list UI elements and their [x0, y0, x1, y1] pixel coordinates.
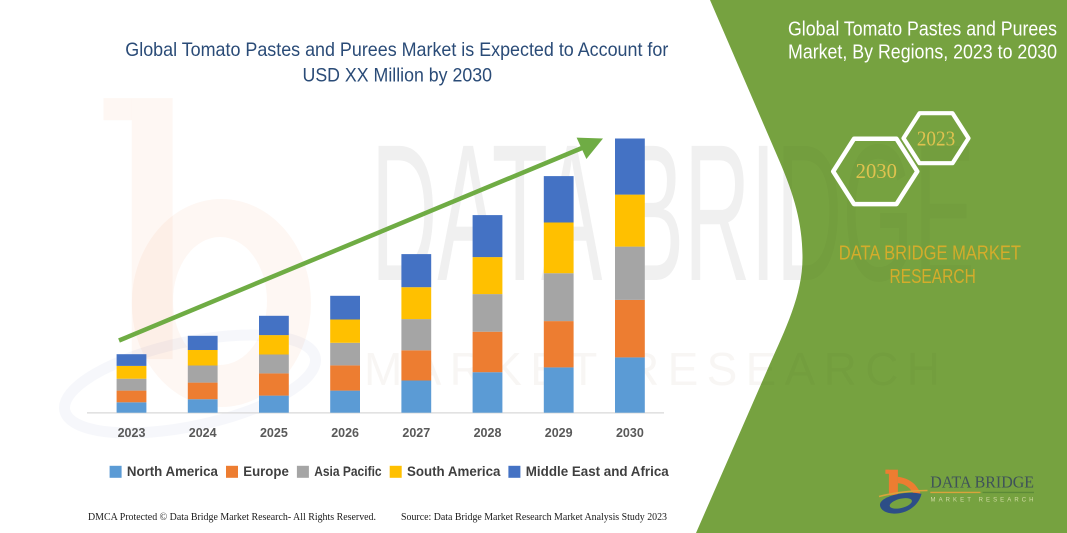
- svg-text:2024: 2024: [189, 426, 217, 440]
- svg-text:Market, By Regions, 2023 to 20: Market, By Regions, 2023 to 2030: [788, 42, 1057, 64]
- svg-text:Global Tomato Pastes and Puree: Global Tomato Pastes and Purees: [788, 18, 1057, 40]
- svg-text:South America: South America: [407, 463, 501, 479]
- svg-text:2025: 2025: [260, 426, 288, 440]
- svg-text:2029: 2029: [545, 426, 573, 440]
- svg-text:2023: 2023: [917, 126, 955, 150]
- svg-text:North America: North America: [127, 463, 218, 479]
- svg-text:2030: 2030: [616, 426, 644, 440]
- svg-text:2026: 2026: [331, 426, 359, 440]
- svg-text:DMCA Protected © Data Bridge M: DMCA Protected © Data Bridge Market Rese…: [88, 511, 376, 523]
- svg-text:DATA BRIDGE MARKET: DATA BRIDGE MARKET: [839, 243, 1021, 265]
- svg-text:Source: Data Bridge Market Res: Source: Data Bridge Market Research Mark…: [401, 511, 667, 523]
- svg-text:2027: 2027: [402, 426, 430, 440]
- svg-text:Global Tomato Pastes and Puree: Global Tomato Pastes and Purees Market i…: [125, 39, 668, 61]
- svg-text:2028: 2028: [474, 426, 502, 440]
- svg-text:RESEARCH: RESEARCH: [890, 266, 976, 288]
- svg-text:2023: 2023: [118, 426, 146, 440]
- svg-text:DATA BRIDGE: DATA BRIDGE: [930, 473, 1034, 492]
- svg-text:Europe: Europe: [243, 463, 289, 479]
- svg-text:USD XX Million by 2030: USD XX Million by 2030: [303, 64, 493, 86]
- svg-text:Middle East and Africa: Middle East and Africa: [526, 463, 669, 479]
- svg-text:MARKET RESEARCH: MARKET RESEARCH: [931, 498, 1034, 504]
- svg-text:2030: 2030: [856, 159, 897, 183]
- svg-text:Asia Pacific: Asia Pacific: [314, 463, 382, 479]
